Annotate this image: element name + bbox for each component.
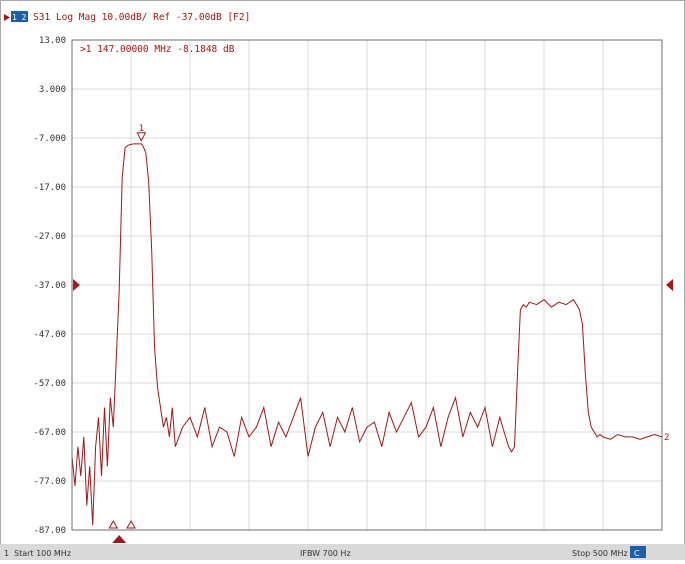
y-tick-labels: 13.00 3.000 -7.000 -17.00 -27.00 -37.00 -47.00… — [33, 36, 66, 536]
trace-s31 — [71, 143, 663, 526]
ref-level-left-icon[interactable] — [73, 279, 80, 291]
grid — [72, 40, 662, 530]
trace-end-label: 2 — [664, 433, 669, 443]
y-tick-label: 3.000 — [39, 85, 66, 95]
y-tick-label: -57.00 — [33, 379, 66, 389]
status-channel: 1 — [4, 549, 9, 558]
y-tick-label: -87.00 — [33, 526, 66, 536]
y-tick-label: -17.00 — [33, 183, 66, 193]
ref-level-right-icon[interactable] — [666, 279, 673, 291]
y-tick-label: -37.00 — [33, 281, 66, 291]
marker-readout: >1 147.00000 MHz -8.1848 dB — [80, 44, 235, 55]
status-bar-background — [0, 544, 685, 560]
status-ifbw[interactable]: IFBW 700 Hz — [300, 549, 351, 558]
status-start-freq[interactable]: Start 100 MHz — [14, 549, 71, 558]
status-stop-freq[interactable]: Stop 500 MHz — [572, 549, 628, 558]
trace-header: 1 2 S31 Log Mag 10.00dB/ Ref -37.00dB [F… — [4, 11, 250, 23]
plot-frame — [71, 39, 663, 531]
y-tick-label: -27.00 — [33, 232, 66, 242]
status-badge-box — [630, 546, 646, 558]
marker-bottom-2-icon[interactable] — [126, 519, 136, 529]
trace-info-label[interactable]: S31 Log Mag 10.00dB/ Ref -37.00dB [F2] — [33, 12, 250, 23]
y-tick-label: -47.00 — [33, 330, 66, 340]
marker-1-icon[interactable] — [136, 132, 147, 142]
marker-1-number: 1 — [139, 124, 144, 134]
y-tick-label: 13.00 — [39, 36, 66, 46]
status-badge: C — [634, 549, 640, 558]
y-tick-label: -77.00 — [33, 477, 66, 487]
channel-badge-box — [11, 11, 28, 22]
channel-badge: 1 2 — [12, 13, 27, 22]
y-tick-label: -7.000 — [33, 134, 66, 144]
marker-1[interactable]: 1 — [136, 124, 147, 142]
status-bar: 1 Start 100 MHz IFBW 700 Hz Stop 500 MHz… — [0, 544, 685, 560]
y-tick-label: -67.00 — [33, 428, 66, 438]
active-trace-indicator-icon — [4, 14, 10, 21]
plot-area: 13.00 3.000 -7.000 -17.00 -27.00 -37.00 -47.00… — [33, 36, 673, 543]
marker-bottom-1-icon[interactable] — [108, 519, 119, 529]
active-marker-bottom-icon[interactable] — [112, 535, 127, 543]
